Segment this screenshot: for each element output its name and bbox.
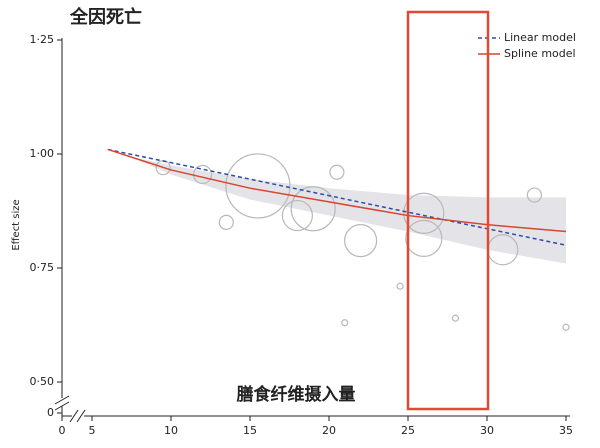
x-tick-label: 5 [89, 424, 96, 437]
study-circle [281, 199, 313, 232]
x-tick-label: 15 [243, 424, 257, 437]
study-circle [218, 214, 234, 230]
study-circle [225, 153, 291, 219]
axis-break [76, 409, 86, 423]
x-tick-label: 35 [559, 424, 573, 437]
study-circle [451, 314, 459, 322]
x-axis-label: 膳食纤维摄入量 [237, 384, 356, 405]
study-circle [344, 224, 378, 258]
model-line [107, 148, 567, 246]
axis-break [54, 401, 70, 411]
y-tick-label: 0·75 [30, 261, 55, 274]
y-tick-label: 1·25 [30, 33, 55, 46]
legend-label: Linear model [504, 31, 576, 44]
study-circle [341, 319, 349, 327]
axis-break [54, 395, 70, 405]
study-circle [290, 186, 336, 232]
x-break-tick-label: 0 [59, 424, 66, 437]
x-tick-label: 25 [401, 424, 415, 437]
study-circle [403, 192, 445, 234]
study-circle [526, 187, 543, 203]
chart-title: 全因死亡 [69, 6, 142, 28]
confidence-band [139, 158, 566, 264]
y-tick-label: 1·00 [30, 147, 55, 160]
study-circle [405, 219, 443, 257]
x-tick-label: 10 [164, 424, 178, 437]
legend-label: Spline model [504, 47, 576, 60]
y-tick-label: 0·50 [30, 375, 55, 388]
x-tick-label: 30 [480, 424, 494, 437]
x-tick-label: 20 [322, 424, 336, 437]
study-circle [396, 282, 404, 290]
y-axis-label: Effect size [11, 199, 22, 250]
highlight-box [406, 10, 490, 411]
study-circle [329, 164, 345, 180]
axis-break [69, 409, 79, 423]
y-break-tick-label: 0 [47, 406, 54, 419]
study-circle [562, 323, 570, 331]
